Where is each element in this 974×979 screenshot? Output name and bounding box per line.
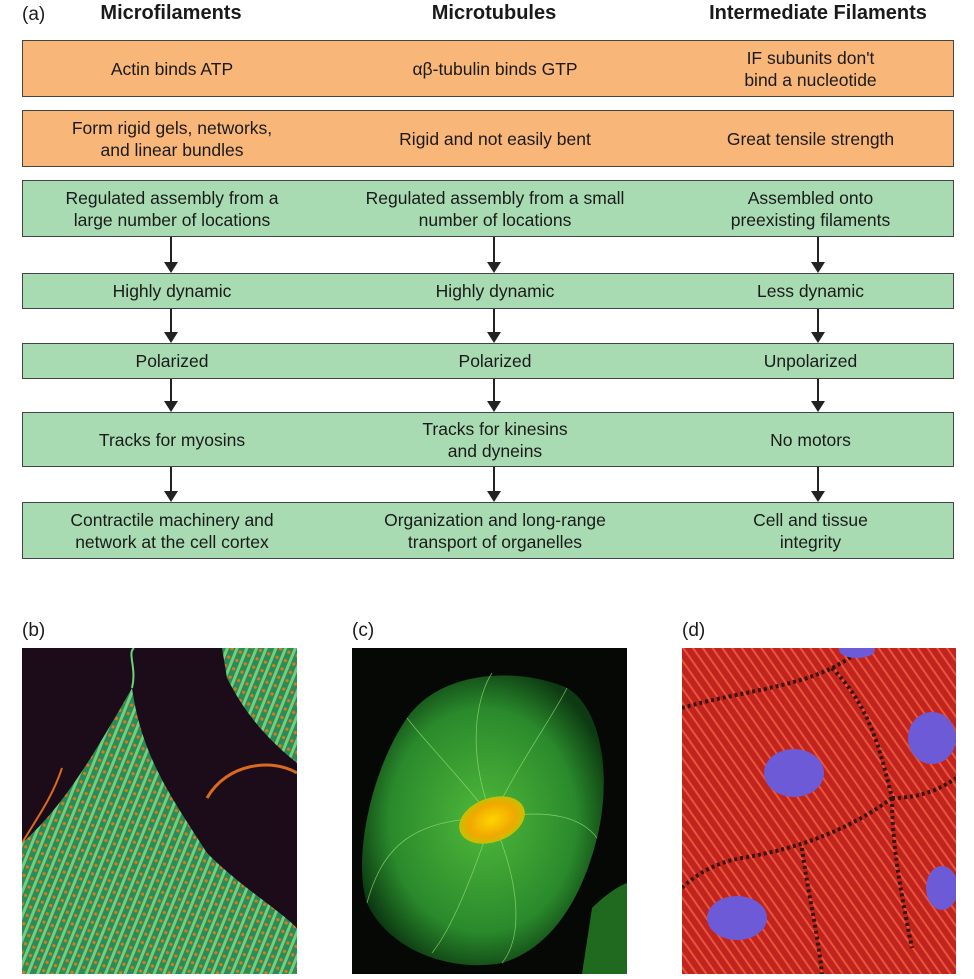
cell-text: Organization and long-range transport of … (384, 509, 606, 552)
cell-text: Polarized (458, 351, 532, 371)
flow-arrow (164, 467, 178, 502)
panel-d-label: (d) (682, 620, 706, 641)
cell-text: αβ-tubulin binds GTP (412, 58, 578, 79)
flow-arrow (164, 309, 178, 343)
intermediate-filament-micrograph (682, 648, 956, 974)
flow-arrow (487, 309, 501, 343)
header-microfilaments: Microfilaments (100, 2, 242, 24)
cell-text: No motors (770, 429, 851, 450)
cell-text: Tracks for kinesins and dyneins (422, 418, 568, 461)
cell-text: IF subunits don't bind a nucleotide (744, 47, 877, 90)
microfilament-micrograph (22, 648, 297, 974)
cell-text: Polarized (135, 351, 209, 371)
flow-arrow (811, 379, 825, 412)
panel-a-label: (a) (22, 4, 46, 25)
cell-text: Regulated assembly from a small number of… (365, 187, 625, 230)
flow-arrow (811, 309, 825, 343)
header-intermediate-filaments: Intermediate Filaments (709, 2, 927, 24)
cell-text: Less dynamic (757, 281, 864, 301)
flow-arrow (164, 379, 178, 412)
row-polarity: Polarized Polarized Unpolarized (22, 343, 954, 379)
cell-text: Assembled onto preexisting filaments (730, 187, 891, 230)
panel-b-label: (b) (22, 620, 46, 641)
flow-arrow (487, 379, 501, 412)
row-functions: Contractile machinery and network at the … (22, 502, 954, 559)
cell-text: Contractile machinery and network at the … (70, 509, 274, 552)
row-mechanical-properties: Form rigid gels, networks, and linear bun… (22, 110, 954, 167)
cell-text: Unpolarized (763, 351, 858, 371)
header-microtubules: Microtubules (431, 2, 557, 24)
flow-arrow (487, 467, 501, 502)
cell-text: Regulated assembly from a large number of… (65, 187, 279, 230)
row-dynamics: Highly dynamic Highly dynamic Less dynam… (22, 273, 954, 309)
flow-arrow (487, 237, 501, 273)
cell-text: Great tensile strength (726, 128, 895, 149)
cell-text: Highly dynamic (435, 281, 555, 301)
cell-text: Form rigid gels, networks, and linear bun… (71, 117, 273, 160)
cell-text: Rigid and not easily bent (399, 128, 591, 149)
row-motors: Tracks for myosins Tracks for kinesins an… (22, 412, 954, 467)
flow-arrow (164, 237, 178, 273)
row-nucleotide-binding: Actin binds ATP αβ-tubulin binds GTP IF … (22, 40, 954, 97)
cell-text: Actin binds ATP (110, 58, 234, 79)
row-assembly: Regulated assembly from a large number of… (22, 180, 954, 237)
cell-text: Highly dynamic (112, 281, 232, 301)
flow-arrow (811, 467, 825, 502)
cell-text: Tracks for myosins (98, 429, 246, 450)
flow-arrow (811, 237, 825, 273)
cell-text: Cell and tissue integrity (753, 509, 868, 552)
panel-c-label: (c) (352, 620, 375, 641)
microtubule-micrograph (352, 648, 627, 974)
